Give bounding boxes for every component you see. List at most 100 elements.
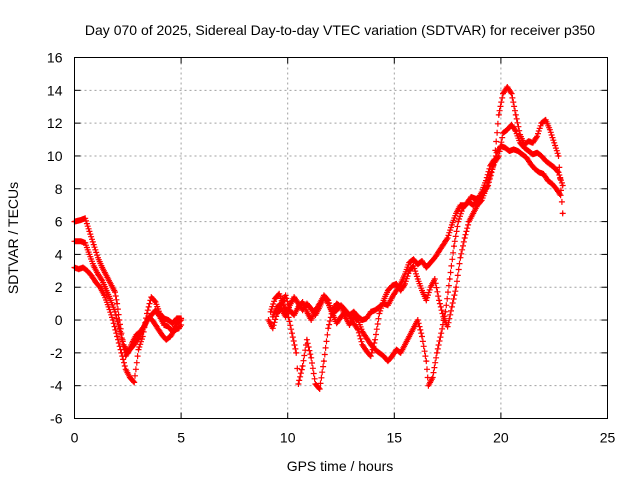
data-point [386,289,390,292]
data-point [425,359,428,363]
data-point [322,295,326,299]
data-point [403,343,407,346]
data-point [301,309,304,312]
data-point [527,140,530,143]
data-point [150,313,153,317]
plot-frame [74,57,608,419]
data-point [542,172,545,176]
y-tick-label: 4 [55,246,63,262]
data-point [352,322,355,325]
data-point [391,284,394,287]
data-point [476,199,479,202]
data-point [335,309,338,312]
data-point [403,272,407,276]
data-point [318,387,321,391]
data-point [535,135,539,138]
y-tick-label: -2 [50,345,63,361]
data-point [369,354,372,358]
y-tick-label: 0 [55,312,63,328]
data-point [450,305,454,309]
x-tick-label: 5 [177,430,185,446]
data-point [510,92,513,95]
data-point [501,131,505,135]
y-tick-label: -4 [50,378,63,394]
y-tick-label: 14 [47,82,63,98]
data-point [318,305,321,309]
data-point [427,384,430,387]
data-point [175,317,178,320]
data-point [416,277,419,281]
data-point [84,241,87,245]
data-point [179,317,183,320]
data-point [118,327,121,330]
data-point [527,149,530,153]
data-point [305,338,309,341]
data-point [115,335,119,338]
data-point [169,335,172,338]
data-point [96,256,100,259]
data-point [335,302,338,305]
data-point [88,230,91,233]
data-point [459,256,462,259]
data-point [92,243,95,246]
data-point [96,272,100,276]
data-point [538,171,541,174]
data-point [403,282,407,286]
data-point [331,312,334,315]
data-point [433,256,436,259]
data-point [416,263,419,266]
data-point [369,310,372,313]
data-point [435,351,439,355]
data-point [420,335,424,338]
data-point [437,299,441,302]
data-point [518,133,522,136]
data-point [278,292,281,295]
data-point [504,146,507,149]
data-point [459,204,462,207]
data-point [113,310,117,313]
data-point [135,333,138,336]
data-point [171,322,174,325]
data-point [442,243,445,246]
data-point [314,382,317,386]
data-point [457,220,460,223]
data-point [156,327,159,330]
data-point [79,240,83,243]
data-point [310,318,313,322]
data-point [378,351,381,355]
data-point [269,310,272,313]
data-point [98,286,102,289]
data-point [94,281,98,284]
data-point [454,212,458,215]
data-point [105,274,108,277]
data-point [305,302,309,305]
axis-ticks: 0 5 10 15 20 25 -6 -4 -2 0 2 4 6 8 10 12 14 16 [47,50,616,446]
data-point [408,261,411,264]
data-point [555,187,558,190]
x-tick-label: 25 [600,430,616,446]
data-point [395,289,398,292]
data-point [137,348,140,351]
data-point [493,158,496,161]
data-point [540,121,543,125]
data-point [454,286,458,289]
data-point [386,304,390,307]
data-point [467,220,471,223]
data-point [412,264,415,268]
data-point [335,322,338,325]
data-point [348,323,351,327]
data-point [107,305,110,309]
data-point [297,302,300,305]
data-point [158,312,161,315]
data-point [442,315,445,318]
data-point [314,313,317,317]
data-point [365,350,368,353]
data-point [284,315,287,318]
data-point [544,118,547,122]
data-point [275,305,279,309]
data-point [561,184,564,187]
data-point [344,309,347,312]
data-point [167,318,170,322]
data-point [160,333,164,336]
data-point [295,351,298,355]
